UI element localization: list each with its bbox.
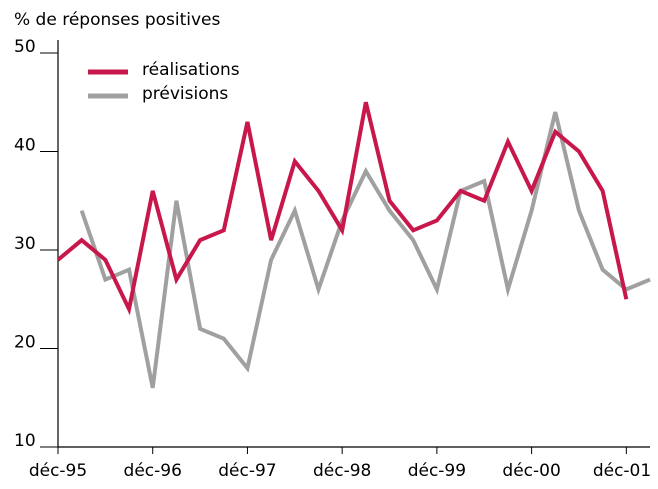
legend-label: prévisions — [142, 84, 228, 104]
legend-label: réalisations — [142, 60, 240, 80]
x-tick-label: déc-95 — [29, 461, 87, 481]
data-line — [79, 111, 651, 389]
y-tick-label: 50 — [14, 37, 36, 57]
x-tick-label: déc-97 — [218, 461, 276, 481]
y-tick-label: 10 — [14, 431, 36, 451]
x-tick-label: déc-00 — [502, 461, 560, 481]
y-tick-label: 30 — [14, 234, 36, 254]
data-line — [56, 101, 629, 316]
x-tick-label: déc-01 — [593, 461, 651, 481]
x-tick-label: déc-96 — [124, 461, 182, 481]
y-axis-label: % de réponses positives — [14, 10, 221, 30]
x-tick-label: déc-98 — [313, 461, 371, 481]
x-tick-label: déc-99 — [408, 461, 466, 481]
y-tick-label: 20 — [14, 333, 36, 353]
y-tick-label: 40 — [14, 136, 36, 156]
